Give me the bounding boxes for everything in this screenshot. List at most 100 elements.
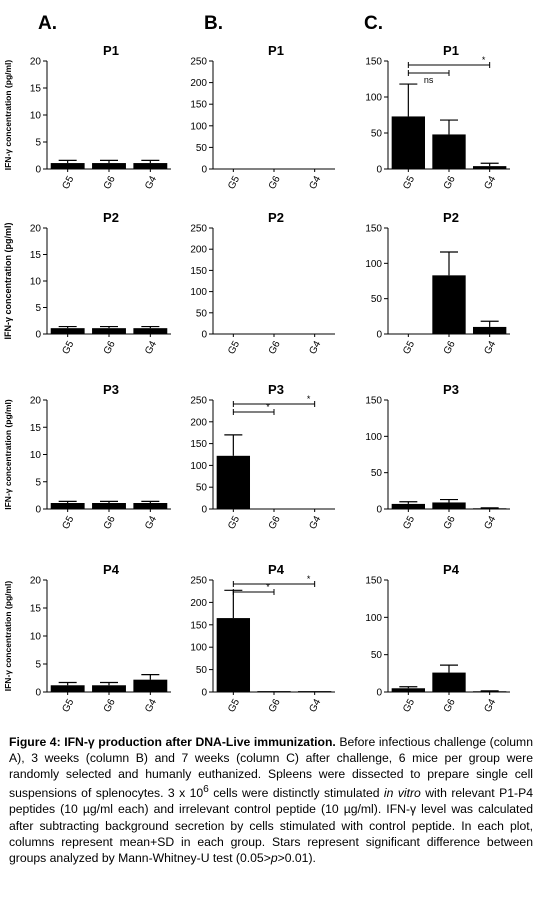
y-tick-label: 5: [35, 477, 41, 488]
x-tick-label-G5: G5: [401, 339, 417, 356]
x-tick-label-G4: G4: [307, 174, 323, 191]
y-tick-label: 50: [371, 294, 383, 305]
bar-G6: [432, 275, 466, 334]
bar-G5: [50, 328, 85, 334]
bar-G6: [92, 503, 126, 509]
y-tick-label: 20: [30, 224, 42, 235]
bar-G4: [297, 691, 332, 692]
x-tick-label-G6: G6: [442, 339, 458, 356]
y-tick-label: 5: [35, 303, 41, 314]
x-tick-label-G5: G5: [401, 514, 417, 531]
x-tick-label-G4: G4: [307, 514, 323, 531]
panel-title: P3: [443, 382, 459, 397]
panel-B-P4: P4 0 50 100 150 200 250 G5 G6 G4 * *: [190, 562, 335, 714]
bar-G5: [391, 688, 426, 692]
significance-label: *: [307, 394, 311, 404]
panel-title: P4: [103, 562, 120, 577]
bar-G6: [257, 691, 291, 692]
y-tick-label: 250: [190, 224, 207, 235]
y-tick-label: 50: [371, 129, 383, 140]
x-tick-label-G4: G4: [143, 697, 159, 714]
y-tick-label: 0: [201, 165, 207, 176]
bar-G4: [133, 163, 168, 169]
y-tick-label: 100: [190, 461, 207, 472]
y-tick-label: 10: [30, 111, 42, 122]
panel-title: P1: [268, 43, 284, 58]
panel-C-P4: P4 0 50 100 150 G5 G6 G4: [365, 562, 510, 714]
y-tick-label: 20: [30, 576, 42, 587]
caption-text-3: with relevant P1-P4 peptides (10 µg/ml e…: [9, 786, 533, 865]
panel-title: P1: [443, 43, 459, 58]
figure-caption: Figure 4: IFN-γ production after DNA-Liv…: [9, 734, 533, 866]
y-tick-label: 50: [371, 468, 383, 479]
significance-label: ns: [424, 75, 434, 85]
significance-label: *: [482, 55, 486, 65]
y-tick-label: 200: [190, 598, 207, 609]
y-tick-label: 0: [376, 688, 382, 699]
y-tick-label: 200: [190, 78, 207, 89]
bar-G5: [391, 503, 426, 509]
y-tick-label: 50: [196, 483, 208, 494]
y-tick-label: 10: [30, 632, 42, 643]
y-tick-label: 250: [190, 396, 207, 407]
x-tick-label-G6: G6: [442, 697, 458, 714]
x-tick-label-G4: G4: [307, 697, 323, 714]
panel-A-P3: P3 0 5 10 15 20 G5 G6 G4: [30, 382, 171, 531]
y-tick-label: 0: [35, 165, 41, 176]
y-tick-label: 150: [365, 576, 382, 587]
bar-G6: [432, 502, 466, 509]
panel-B-P1: P1 0 50 100 150 200 250 G5 G6 G4: [190, 43, 335, 191]
bar-G4: [472, 166, 507, 169]
y-tick-label: 0: [376, 505, 382, 516]
y-tick-label: 100: [190, 643, 207, 654]
column-label-2: C.: [364, 13, 383, 34]
bar-G4: [133, 328, 168, 334]
y-tick-label: 100: [190, 121, 207, 132]
panel-B-P2: P2 0 50 100 150 200 250 G5 G6 G4: [190, 210, 335, 356]
bar-G6: [92, 163, 126, 169]
x-tick-label-G6: G6: [442, 514, 458, 531]
x-tick-label-G4: G4: [482, 697, 498, 714]
panel-A-P1: P1 0 5 10 15 20 G5 G6 G4: [30, 43, 171, 191]
caption-text-2: cells were distinctly stimulated: [208, 786, 384, 801]
x-tick-label-G4: G4: [143, 339, 159, 356]
y-tick-label: 150: [190, 266, 207, 277]
y-tick-label: 150: [190, 439, 207, 450]
caption-superscript: 6: [203, 784, 209, 796]
bar-G6: [92, 328, 126, 334]
x-tick-label-G5: G5: [401, 697, 417, 714]
caption-text-4: >0.01).: [277, 850, 316, 865]
x-tick-label-G5: G5: [226, 174, 242, 191]
y-tick-label: 0: [35, 688, 41, 699]
x-tick-label-G6: G6: [102, 697, 118, 714]
x-tick-label-G5: G5: [60, 514, 76, 531]
x-tick-label-G6: G6: [267, 514, 283, 531]
panel-title: P4: [268, 562, 285, 577]
y-tick-label: 50: [371, 650, 383, 661]
y-axis-title-0: IFN-γ concentration (pg/ml): [3, 60, 13, 171]
y-tick-label: 100: [365, 613, 382, 624]
column-label-1: B.: [204, 13, 223, 34]
significance-label: *: [307, 574, 311, 584]
x-tick-label-G5: G5: [226, 514, 242, 531]
bar-G6: [432, 134, 466, 169]
y-tick-label: 150: [365, 224, 382, 235]
x-tick-label-G6: G6: [267, 339, 283, 356]
panel-title: P1: [103, 43, 119, 58]
y-tick-label: 15: [30, 84, 42, 95]
y-tick-label: 5: [35, 138, 41, 149]
caption-p-italic: p: [270, 850, 278, 865]
bar-G5: [50, 503, 85, 509]
panel-A-P2: P2 0 5 10 15 20 G5 G6 G4: [30, 210, 171, 356]
y-tick-label: 100: [190, 287, 207, 298]
panel-title: P3: [268, 382, 284, 397]
y-tick-label: 15: [30, 423, 42, 434]
y-tick-label: 100: [365, 259, 382, 270]
x-tick-label-G5: G5: [60, 339, 76, 356]
y-tick-label: 20: [30, 396, 42, 407]
y-tick-label: 100: [365, 93, 382, 104]
bar-G5: [50, 163, 85, 169]
y-tick-label: 150: [190, 620, 207, 631]
panel-title: P4: [443, 562, 460, 577]
x-tick-label-G6: G6: [102, 514, 118, 531]
